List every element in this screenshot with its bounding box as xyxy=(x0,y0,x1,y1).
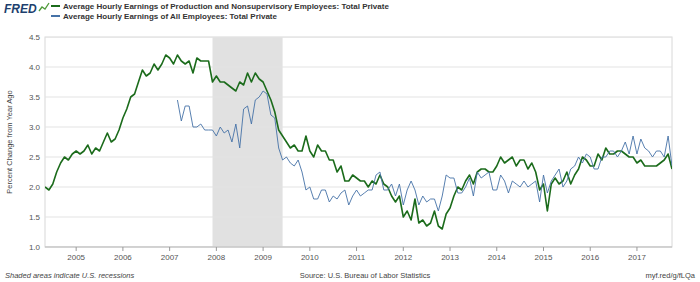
plot-layer xyxy=(45,37,672,247)
x-tick xyxy=(169,247,170,251)
grid-line xyxy=(45,127,672,128)
logo-icon xyxy=(39,3,49,11)
x-tick xyxy=(216,247,217,251)
y-tick-label: 4.0 xyxy=(29,63,41,72)
x-tick xyxy=(76,247,77,251)
grid-line xyxy=(45,247,672,248)
y-axis-label: Percent Change from Year Ago xyxy=(5,90,14,193)
legend-swatch xyxy=(51,5,60,7)
x-tick-label: 2014 xyxy=(488,253,506,262)
y-tick-label: 1.5 xyxy=(29,213,41,222)
x-tick xyxy=(356,247,357,251)
chart: 1.0 1.5 2.0 2.5 3.0 3.5 4.0 4.5 2005 2006 2007 2008… xyxy=(0,0,700,282)
x-tick xyxy=(263,247,264,251)
y-tick-label: 2.0 xyxy=(29,183,41,192)
x-tick xyxy=(636,247,637,251)
x-tick xyxy=(309,247,310,251)
grid-line xyxy=(45,37,672,38)
series-line xyxy=(177,91,672,211)
recession-shade xyxy=(212,37,282,247)
x-tick-label: 2017 xyxy=(628,253,646,262)
y-tick-label: 3.0 xyxy=(29,123,41,132)
y-tick-label: 4.5 xyxy=(29,33,41,42)
x-tick-label: 2009 xyxy=(254,253,272,262)
y-tick-label: 2.5 xyxy=(29,153,41,162)
x-tick xyxy=(122,247,123,251)
x-tick xyxy=(543,247,544,251)
background xyxy=(0,0,700,282)
y-tick-label: 3.5 xyxy=(29,93,41,102)
legend-label: Average Hourly Earnings of All Employees… xyxy=(63,12,278,21)
x-tick-label: 2016 xyxy=(581,253,599,262)
x-tick-label: 2015 xyxy=(535,253,553,262)
x-tick-label: 2007 xyxy=(161,253,179,262)
series-line xyxy=(45,55,672,229)
source: Source: U.S. Bureau of Labor Statistics xyxy=(300,271,431,280)
legend-swatch xyxy=(51,15,60,17)
x-tick-label: 2006 xyxy=(114,253,132,262)
x-tick-label: 2012 xyxy=(394,253,412,262)
x-tick-label: 2005 xyxy=(67,253,85,262)
x-tick-label: 2010 xyxy=(301,253,319,262)
grid-line xyxy=(45,97,672,98)
logo: FRED xyxy=(4,2,49,16)
x-tick-label: 2008 xyxy=(207,253,225,262)
x-tick-label: 2011 xyxy=(348,253,366,262)
x-tick xyxy=(450,247,451,251)
x-tick-label: 2013 xyxy=(441,253,459,262)
y-tick-label: 1.0 xyxy=(29,243,41,252)
grid-line xyxy=(45,187,672,188)
logo-text: FRED xyxy=(4,2,37,16)
x-axis-line xyxy=(45,247,672,248)
x-tick xyxy=(403,247,404,251)
grid-line xyxy=(45,67,672,68)
recession-note: Shaded areas indicate U.S. recessions xyxy=(5,271,134,280)
url: myf.red/g/fLQa xyxy=(645,271,695,280)
x-tick xyxy=(496,247,497,251)
plot-area xyxy=(45,37,672,247)
legend-label: Average Hourly Earnings of Production an… xyxy=(63,2,389,11)
x-tick xyxy=(590,247,591,251)
grid-line xyxy=(45,217,672,218)
